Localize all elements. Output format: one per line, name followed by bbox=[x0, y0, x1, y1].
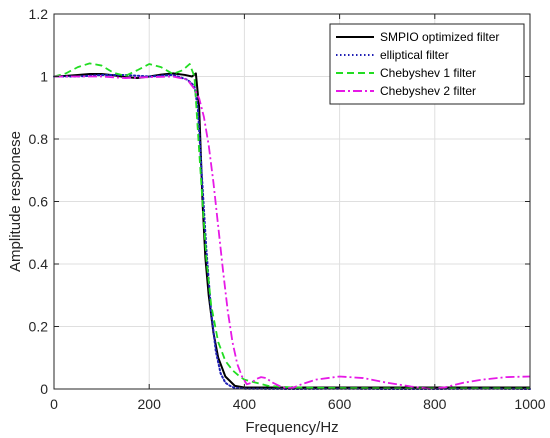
x-axis-label: Frequency/Hz bbox=[245, 419, 338, 436]
legend-entry: SMPIO optimized filter bbox=[380, 30, 499, 44]
x-tick-label: 1000 bbox=[514, 396, 545, 412]
legend-entry: Chebyshev 1 filter bbox=[380, 66, 476, 80]
series-line-3 bbox=[54, 75, 531, 390]
series-line-1 bbox=[53, 73, 531, 390]
series-lines bbox=[53, 62, 531, 390]
y-tick-label: 0.8 bbox=[29, 131, 49, 147]
legend-entry: Chebyshev 2 filter bbox=[380, 84, 476, 98]
y-tick-label: 1 bbox=[40, 69, 48, 85]
x-tick-label: 0 bbox=[50, 396, 58, 412]
x-tick-label: 600 bbox=[328, 396, 352, 412]
y-tick-label: 1.2 bbox=[29, 6, 49, 22]
y-tick-label: 0 bbox=[40, 381, 48, 397]
series-line-2 bbox=[53, 62, 530, 390]
axis-ticks: 0 200 400 600 800 1000 0 0.2 0.4 0.6 0.8 1 1.2 bbox=[29, 6, 546, 412]
y-tick-label: 0.4 bbox=[29, 256, 49, 272]
y-tick-label: 0.2 bbox=[29, 319, 49, 335]
x-tick-label: 200 bbox=[138, 396, 162, 412]
series-line-0 bbox=[53, 72, 530, 389]
legend-entry: elliptical filter bbox=[380, 48, 449, 62]
y-axis-label: Amplitude responese bbox=[7, 131, 24, 272]
x-tick-label: 800 bbox=[423, 396, 447, 412]
x-tick-label: 400 bbox=[233, 396, 257, 412]
y-tick-label: 0.6 bbox=[29, 194, 49, 210]
legend: SMPIO optimized filter elliptical filter C… bbox=[329, 23, 525, 105]
